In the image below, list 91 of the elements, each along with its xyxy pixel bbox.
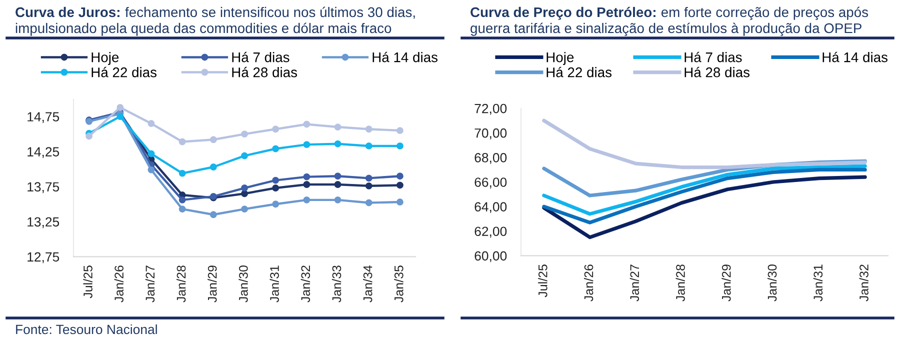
- point: [148, 166, 155, 174]
- chart-title: Curva de Preço do Petróleo: em forte correção de preços após guerra tarifária e sinalização de estímulos à produção da OPEP: [470, 6, 868, 36]
- point: [241, 184, 248, 192]
- point: [210, 211, 217, 218]
- point: [303, 196, 310, 204]
- y-tick-label: 14,25: [28, 147, 60, 158]
- point: [178, 196, 186, 204]
- point: [303, 181, 310, 188]
- point: [334, 124, 342, 131]
- y-tick-label: 14,75: [28, 112, 60, 123]
- legend-label: Hoje: [92, 52, 119, 65]
- point: [178, 170, 186, 177]
- point: [178, 206, 186, 213]
- point: [365, 199, 372, 206]
- point: [396, 172, 404, 180]
- x-tick-label: Jan/30: [767, 264, 777, 302]
- source-note: Fonte: Tesouro Nacional: [16, 324, 157, 334]
- point: [241, 130, 248, 138]
- y-tick-label: 68,00: [474, 153, 507, 164]
- x-tick-label: Jan/32: [859, 264, 868, 302]
- y-tick-label: 60,00: [474, 251, 507, 262]
- point: [178, 138, 186, 146]
- x-tick-label: Jan/33: [332, 266, 342, 302]
- point: [116, 113, 124, 120]
- legend-label: Há 28 dias: [684, 66, 750, 78]
- y-tick-label: 64,00: [474, 202, 507, 214]
- point: [241, 152, 248, 160]
- line-series: [542, 168, 867, 224]
- point: [303, 141, 310, 148]
- y-tick-label: 66,00: [474, 178, 507, 188]
- x-tick-label: Jan/31: [270, 266, 279, 302]
- point: [365, 174, 372, 182]
- point: [210, 164, 217, 170]
- point: [86, 132, 93, 140]
- x-tick-label: Jan/30: [238, 266, 248, 302]
- x-tick-label: Jan/28: [676, 264, 685, 302]
- point: [334, 140, 342, 148]
- point: [396, 198, 404, 206]
- line-series: [542, 118, 867, 170]
- x-tick-label: Jan/29: [722, 264, 731, 302]
- point: [272, 176, 280, 184]
- y-tick-label: 13,75: [28, 182, 60, 194]
- point: [365, 126, 372, 133]
- point: [210, 136, 217, 144]
- y-tick-label: 12,75: [28, 252, 60, 264]
- point: [272, 200, 280, 208]
- point: [148, 120, 155, 128]
- x-tick-label: Jan/26: [584, 264, 594, 302]
- legend-label: Há 7 dias: [232, 52, 290, 62]
- y-tick-label: 70,00: [474, 128, 507, 140]
- line-series: [542, 175, 867, 240]
- x-tick-label: Jan/32: [300, 266, 310, 302]
- point: [241, 190, 248, 198]
- x-tick-label: Jan/28: [176, 266, 186, 302]
- point: [303, 120, 310, 128]
- x-tick-label: Jan/27: [630, 264, 640, 302]
- x-tick-label: Jan/26: [114, 266, 124, 302]
- point: [116, 104, 124, 111]
- line-series: [542, 164, 867, 216]
- chart-title: Curva de Juros: fechamento se intensificou nos últimos 30 dias, impulsionado pela queda das commodities e dólar mais fraco: [16, 6, 415, 36]
- x-tick-label: Jan/29: [208, 266, 217, 302]
- point: [334, 181, 342, 188]
- legend-label: Hoje: [546, 52, 574, 65]
- point: [334, 172, 342, 180]
- legend-label: Há 22 dias: [92, 66, 157, 78]
- point: [334, 196, 342, 204]
- point: [365, 142, 372, 150]
- y-tick-label: 72,00: [474, 104, 507, 115]
- point: [396, 127, 404, 134]
- x-tick-label: Jan/31: [813, 264, 823, 302]
- legend-label: Há 22 dias: [546, 66, 612, 78]
- point: [272, 145, 280, 152]
- legend-label: Há 28 dias: [232, 66, 298, 78]
- x-tick-label: Jan/27: [145, 266, 155, 302]
- x-tick-label: Jan/35: [394, 266, 404, 302]
- point: [396, 182, 404, 189]
- x-tick-label: Jul/25: [83, 266, 92, 298]
- y-tick-label: 13,25: [28, 217, 60, 228]
- legend-label: Há 7 dias: [684, 52, 742, 62]
- point: [272, 126, 280, 133]
- x-tick-label: Jul/25: [538, 264, 548, 298]
- point: [365, 182, 372, 190]
- point: [303, 173, 310, 180]
- point: [272, 184, 280, 192]
- x-tick-label: Jan/34: [363, 265, 372, 302]
- legend-label: Há 14 dias: [822, 52, 888, 62]
- legend-label: Há 14 dias: [372, 52, 438, 62]
- point: [148, 150, 155, 158]
- point: [241, 206, 248, 213]
- point: [396, 142, 404, 150]
- y-tick-label: 62,00: [474, 226, 507, 238]
